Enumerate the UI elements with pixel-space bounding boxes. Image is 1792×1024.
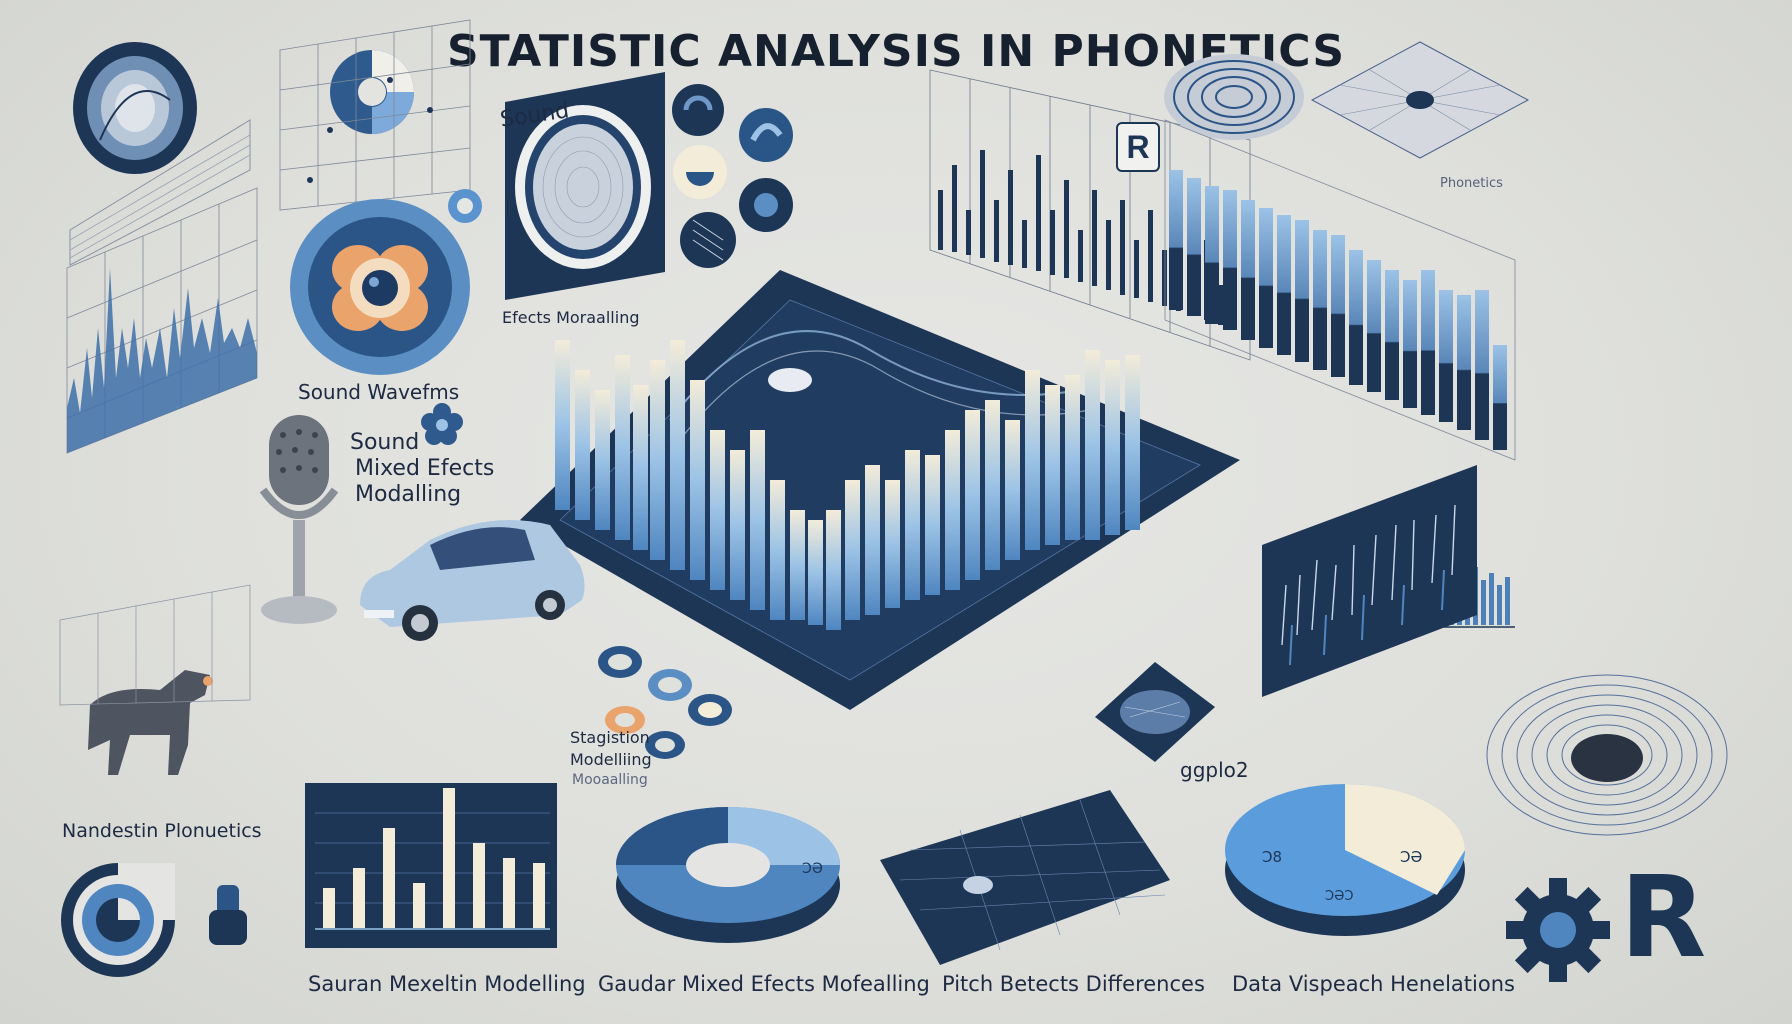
hatched-sheet (69, 119, 251, 266)
spiral-icon (1164, 54, 1304, 140)
badge-cluster (672, 84, 793, 268)
phonetics-small-label: Phonetics (1440, 176, 1503, 191)
pie-chart-3d: Ɔ8 ƆƏ ƆƏƆ (1225, 784, 1465, 936)
concentric-disc-icon (1486, 674, 1728, 836)
effects-modelling-label: Efects Moraalling (502, 308, 640, 327)
dog-grid (59, 584, 251, 706)
flower-lens-icon (290, 199, 470, 375)
car-image (360, 520, 585, 641)
microphone-icon (259, 415, 339, 624)
dark-grid-panel (880, 790, 1170, 965)
right-bar-chart (1164, 119, 1516, 461)
pie-label-bottom: ƆƏƆ (1325, 889, 1354, 904)
r-big-logo: R (1620, 853, 1707, 983)
ggplot-label: ggplo2 (1180, 758, 1249, 782)
sound-wavefms-label: Sound Wavefms (298, 380, 460, 404)
stat-line3: Mooaalling (572, 772, 648, 788)
caption-nandestin: Nandestin Plonuetics (62, 820, 262, 842)
grid-sheet (279, 19, 471, 211)
small-figure-icon (209, 885, 247, 945)
speaker-panel (505, 72, 665, 300)
donut-chart-3d: ƆƏ (616, 807, 840, 943)
sound-mixed-line3: Modalling (355, 482, 462, 507)
ring-icons-cluster (598, 646, 732, 759)
dog-sketch-icon (88, 670, 213, 775)
caption-pitch: Pitch Betects Differences (942, 972, 1205, 996)
donut-value-label: ƆƏ (802, 861, 823, 877)
caption-gaudar: Gaudar Mixed Efects Mofealling (598, 972, 930, 996)
gear-icon (1506, 878, 1610, 982)
circle-logo-icon (61, 863, 175, 977)
stat-line1: Stagistion (570, 728, 650, 747)
central-3d-bar-chart (520, 270, 1240, 710)
r-logo-icon: R (1116, 122, 1160, 172)
stat-line2: Modelliing (570, 750, 652, 769)
spectrogram-panel (1262, 465, 1477, 697)
tray-icon (1095, 662, 1215, 762)
spiral-disc-icon (73, 42, 197, 174)
waveform-chart (66, 187, 258, 454)
pie-label-right: ƆƏ (1400, 848, 1422, 866)
sound-mixed-line2: Mixed Efects (355, 456, 495, 481)
sound-mixed-line1: Sound (350, 430, 420, 455)
diamond-grid-icon (1310, 41, 1530, 159)
caption-data-vispeach: Data Vispeach Henelations (1232, 972, 1515, 996)
caption-sauran: Sauran Mexeltin Modelling (308, 972, 586, 996)
blue-flower-icon (421, 403, 463, 445)
pie-label-left: Ɔ8 (1262, 848, 1282, 866)
ring-icon (448, 189, 482, 223)
bottom-bar-chart (305, 783, 557, 948)
donut-chart-icon (330, 50, 414, 134)
